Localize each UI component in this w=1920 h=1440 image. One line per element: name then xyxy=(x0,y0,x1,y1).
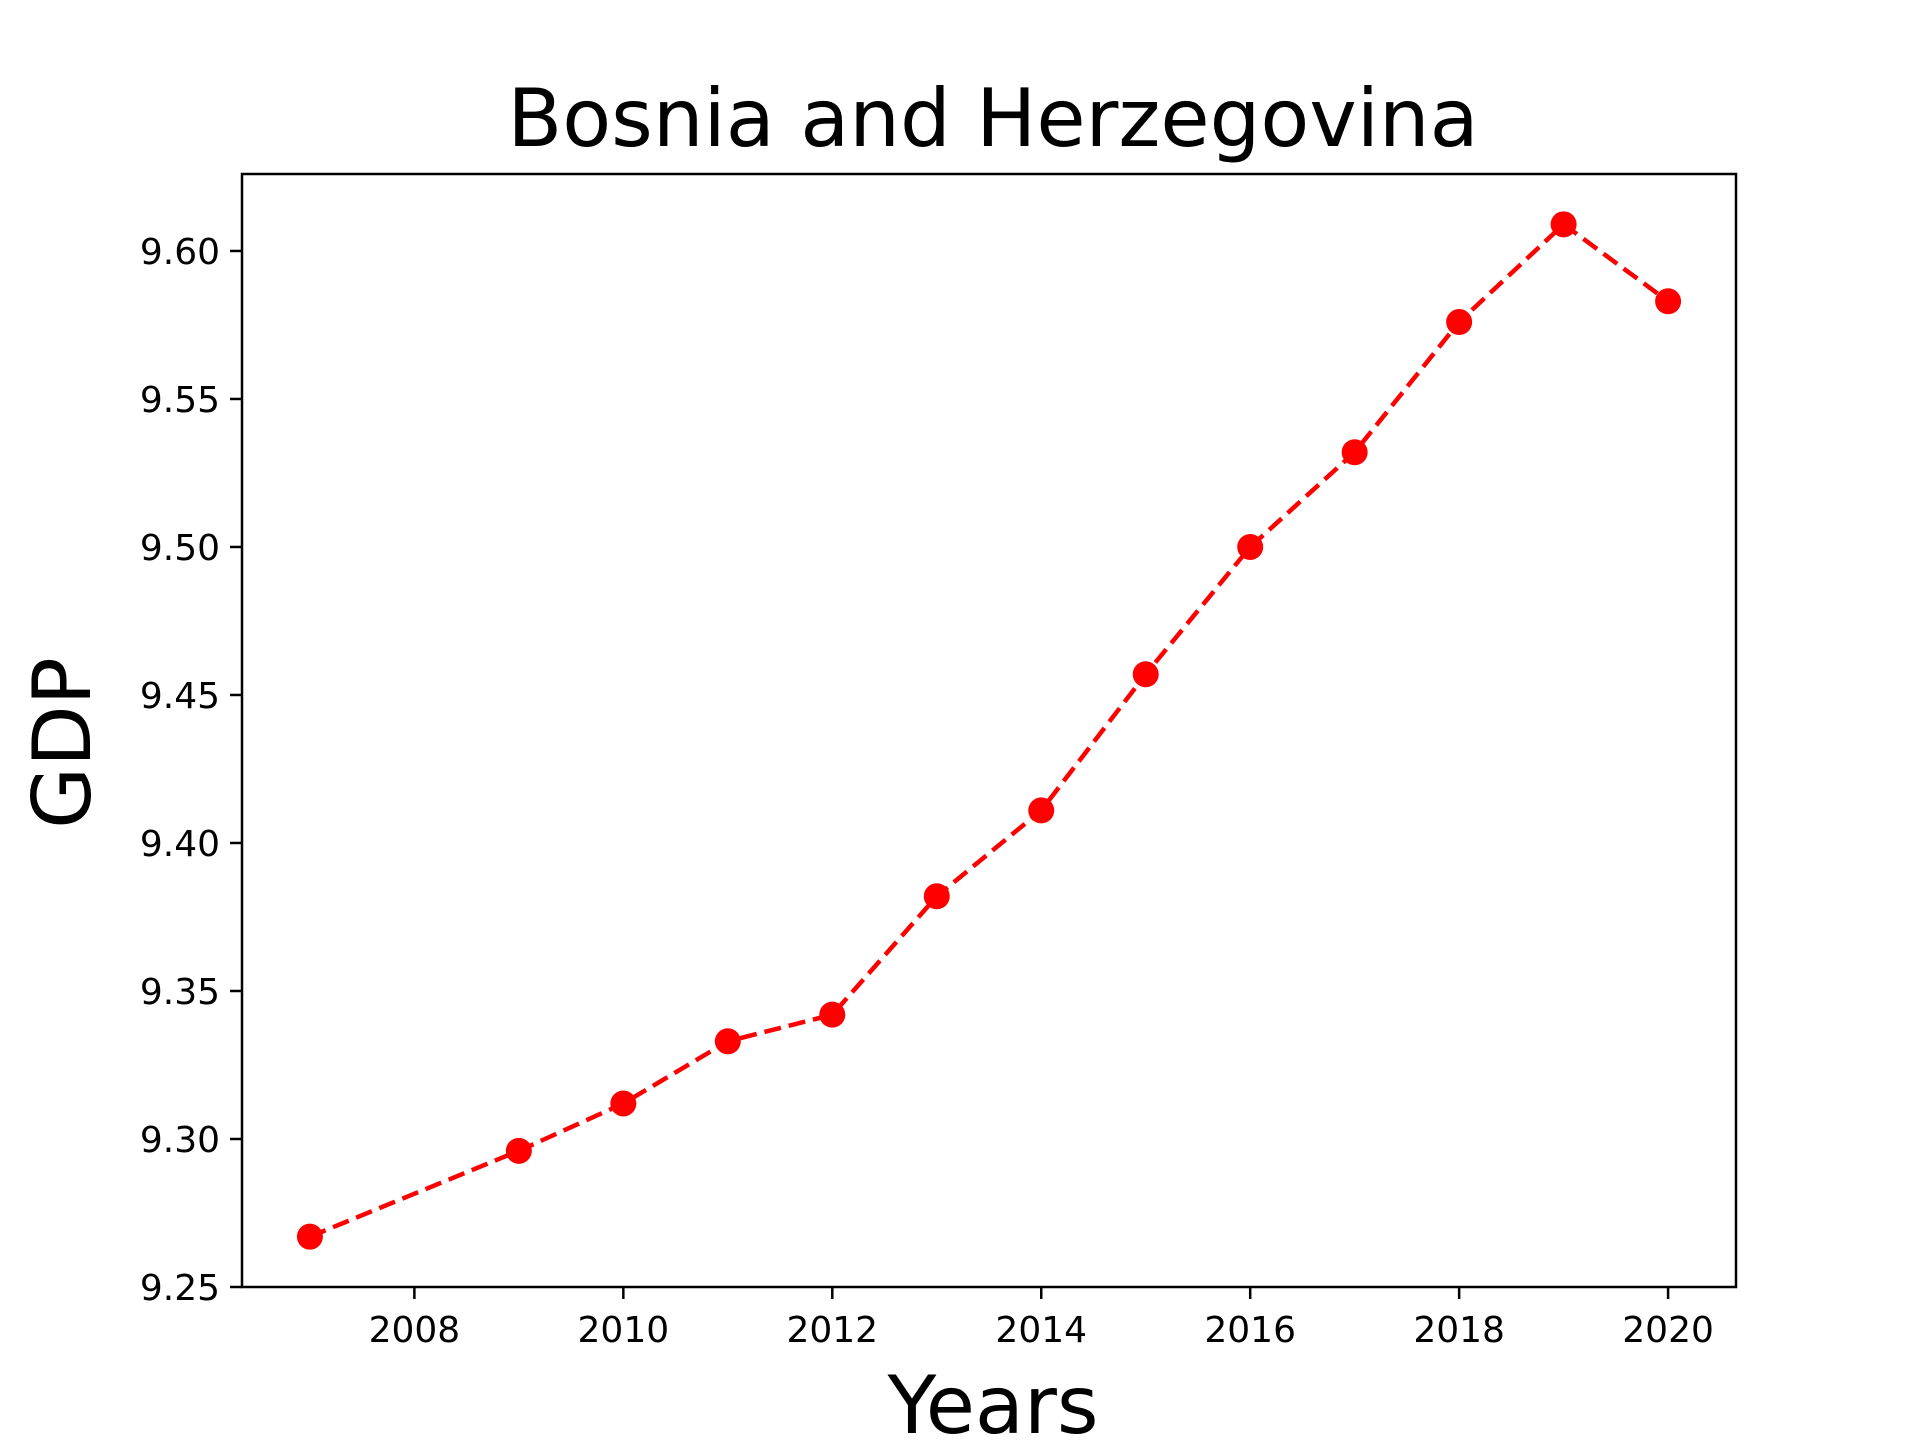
y-tick-label: 9.60 xyxy=(140,232,220,273)
data-point-2020 xyxy=(1655,288,1682,315)
data-point-2012 xyxy=(819,1001,846,1028)
plot-frame xyxy=(240,172,1738,1289)
y-tick-label: 9.30 xyxy=(140,1120,220,1161)
data-point-2019 xyxy=(1550,211,1577,238)
data-point-2014 xyxy=(1028,797,1055,824)
y-tick-label: 9.50 xyxy=(140,528,220,569)
y-axis-label: GDP xyxy=(16,657,109,829)
x-tick-label: 2012 xyxy=(786,1310,878,1351)
y-tick-label: 9.40 xyxy=(140,824,220,865)
x-tick-label: 2016 xyxy=(1204,1310,1296,1351)
data-point-2018 xyxy=(1446,309,1473,336)
x-tick-label: 2008 xyxy=(369,1310,461,1351)
x-tick-label: 2020 xyxy=(1622,1310,1714,1351)
data-point-2013 xyxy=(923,883,950,910)
chart-title: Bosnia and Herzegovina xyxy=(507,72,1478,165)
y-tick-label: 9.55 xyxy=(140,380,220,421)
gdp-series xyxy=(296,211,1682,1250)
y-tick-label: 9.25 xyxy=(140,1268,220,1309)
data-point-2016 xyxy=(1237,533,1264,560)
x-tick-label: 2010 xyxy=(578,1310,670,1351)
data-point-2009 xyxy=(505,1137,532,1164)
x-axis: 2008 2010 2012 2014 2016 2018 2020 xyxy=(369,1287,1714,1351)
y-tick-label: 9.45 xyxy=(140,676,220,717)
y-axis: 9.25 9.30 9.35 9.40 9.45 9.50 9.55 9.60 xyxy=(140,232,242,1309)
data-point-2007 xyxy=(296,1223,323,1250)
plot-area xyxy=(240,172,1738,1289)
data-point-2015 xyxy=(1132,661,1159,688)
x-axis-label: Years xyxy=(886,1359,1098,1440)
data-point-2010 xyxy=(610,1090,637,1117)
y-tick-label: 9.35 xyxy=(140,972,220,1013)
data-point-2011 xyxy=(714,1028,741,1055)
data-point-2017 xyxy=(1341,439,1368,466)
x-tick-label: 2014 xyxy=(995,1310,1087,1351)
x-tick-label: 2018 xyxy=(1413,1310,1505,1351)
